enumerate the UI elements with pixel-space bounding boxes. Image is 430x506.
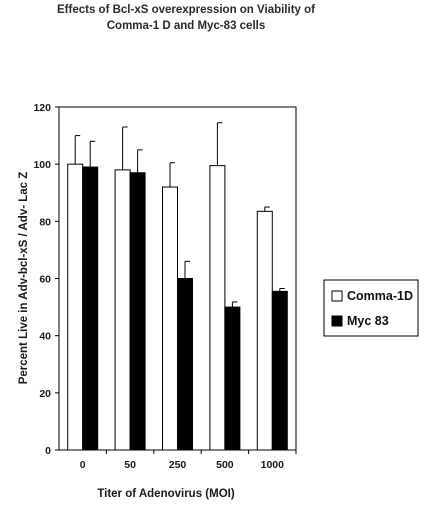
y-tick-label: 60	[39, 274, 51, 286]
bar-myc-83	[271, 290, 288, 451]
legend-swatch-myc-83	[331, 315, 343, 327]
y-tick-label: 40	[39, 331, 51, 343]
y-tick-label: 0	[45, 445, 51, 457]
legend: Comma-1D Myc 83	[323, 279, 419, 337]
bar-comma-1d	[67, 163, 84, 451]
y-tick-label: 100	[33, 159, 51, 171]
y-tick-label: 120	[33, 102, 51, 114]
legend-swatch-comma-1d	[331, 290, 343, 302]
bar-myc-83	[129, 172, 146, 451]
x-tick-label: 250	[169, 459, 187, 471]
legend-label-myc-83: Myc 83	[347, 314, 389, 328]
legend-label-comma-1d: Comma-1D	[347, 289, 413, 303]
x-tick-label: 50	[124, 459, 136, 471]
plot-area: 0 20 40 60 80 100 120 0 50 250 500 1000	[33, 102, 297, 471]
bar-myc-83	[82, 166, 99, 451]
bar-comma-1d	[114, 169, 131, 451]
bar-myc-83	[177, 278, 193, 451]
bar-comma-1d	[209, 165, 226, 451]
x-tick-label: 500	[216, 459, 234, 471]
bar-myc-83	[224, 306, 241, 451]
y-tick-label: 80	[39, 216, 51, 228]
x-axis-label: Titer of Adenovirus (MOI)	[97, 488, 235, 500]
bar-comma-1d	[162, 186, 178, 451]
x-tick-label: 0	[80, 459, 86, 471]
x-tick-label: 1000	[261, 459, 285, 471]
chart-title-line-2: Comma-1 D and Myc-83 cells	[107, 20, 266, 32]
y-axis-label: Percent Live in Adv-bcl-xS / Adv- Lac Z	[18, 172, 30, 385]
chart-title-line-1: Effects of Bcl-xS overexpression on Viab…	[57, 4, 315, 16]
bar-comma-1d	[256, 210, 273, 451]
legend-box	[323, 279, 419, 337]
y-tick-label: 20	[39, 388, 51, 400]
